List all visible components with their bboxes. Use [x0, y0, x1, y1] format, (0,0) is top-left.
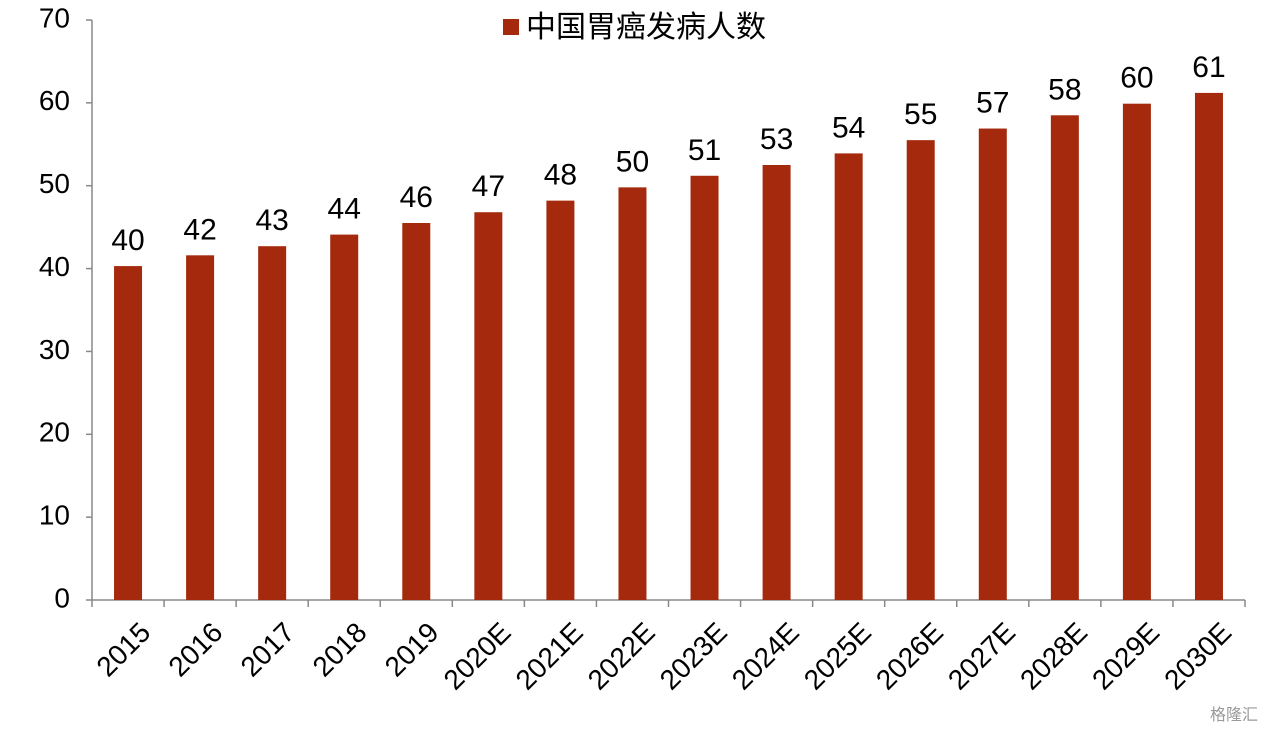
x-tick-label: 2015: [90, 616, 156, 682]
bar: [834, 153, 863, 600]
bar: [114, 266, 143, 600]
x-tick-label: 2028E: [1014, 616, 1093, 695]
bar: [1050, 115, 1079, 601]
y-tick-label: 10: [39, 500, 70, 531]
x-tick-label: 2023E: [654, 616, 733, 695]
bar: [690, 175, 719, 600]
y-tick-label: 70: [39, 2, 70, 33]
bar: [474, 212, 503, 600]
x-tick-label: 2022E: [582, 616, 661, 695]
y-tick-label: 0: [54, 582, 70, 613]
value-label: 47: [472, 170, 505, 203]
value-label: 60: [1120, 62, 1153, 95]
y-tick-label: 30: [39, 334, 70, 365]
bar: [1122, 103, 1151, 600]
x-tick-label: 2016: [163, 616, 229, 682]
value-label: 55: [904, 98, 937, 131]
value-label: 61: [1192, 51, 1225, 84]
bar: [546, 200, 575, 600]
y-tick-label: 60: [39, 85, 70, 116]
x-tick-label: 2021E: [510, 616, 589, 695]
value-label: 42: [183, 213, 216, 246]
value-label: 46: [400, 181, 433, 214]
bar: [1194, 92, 1223, 601]
y-tick-label: 40: [39, 251, 70, 282]
bar: [402, 223, 431, 600]
value-label: 44: [328, 193, 361, 226]
value-label: 43: [255, 204, 288, 237]
value-label: 57: [976, 87, 1009, 120]
x-tick-label: 2020E: [438, 616, 517, 695]
value-label: 48: [544, 159, 577, 192]
value-label: 53: [760, 123, 793, 156]
value-label: 40: [111, 224, 144, 257]
x-tick-label: 2024E: [726, 616, 805, 695]
watermark: 格隆汇: [1210, 706, 1258, 724]
bar: [762, 165, 791, 600]
legend-label: 中国胃癌发病人数: [526, 11, 766, 44]
x-tick-label: 2017: [235, 616, 301, 682]
x-tick-label: 2019: [379, 616, 445, 682]
y-tick-label: 50: [39, 168, 70, 199]
value-label: 50: [616, 145, 649, 178]
x-tick-label: 2018: [307, 616, 373, 682]
bar: [330, 234, 359, 600]
x-tick-label: 2030E: [1158, 616, 1237, 695]
bar: [978, 128, 1007, 601]
x-tick-label: 2025E: [798, 616, 877, 695]
bar: [258, 246, 287, 600]
bar: [618, 187, 647, 600]
y-tick-label: 20: [39, 417, 70, 448]
x-tick-label: 2026E: [870, 616, 949, 695]
bar: [906, 140, 935, 600]
value-label: 51: [688, 134, 721, 167]
x-tick-label: 2029E: [1086, 616, 1165, 695]
x-tick-label: 2027E: [942, 616, 1021, 695]
bar: [186, 255, 215, 601]
legend-swatch: [503, 19, 519, 35]
value-label: 58: [1048, 73, 1081, 106]
value-label: 54: [832, 111, 865, 144]
